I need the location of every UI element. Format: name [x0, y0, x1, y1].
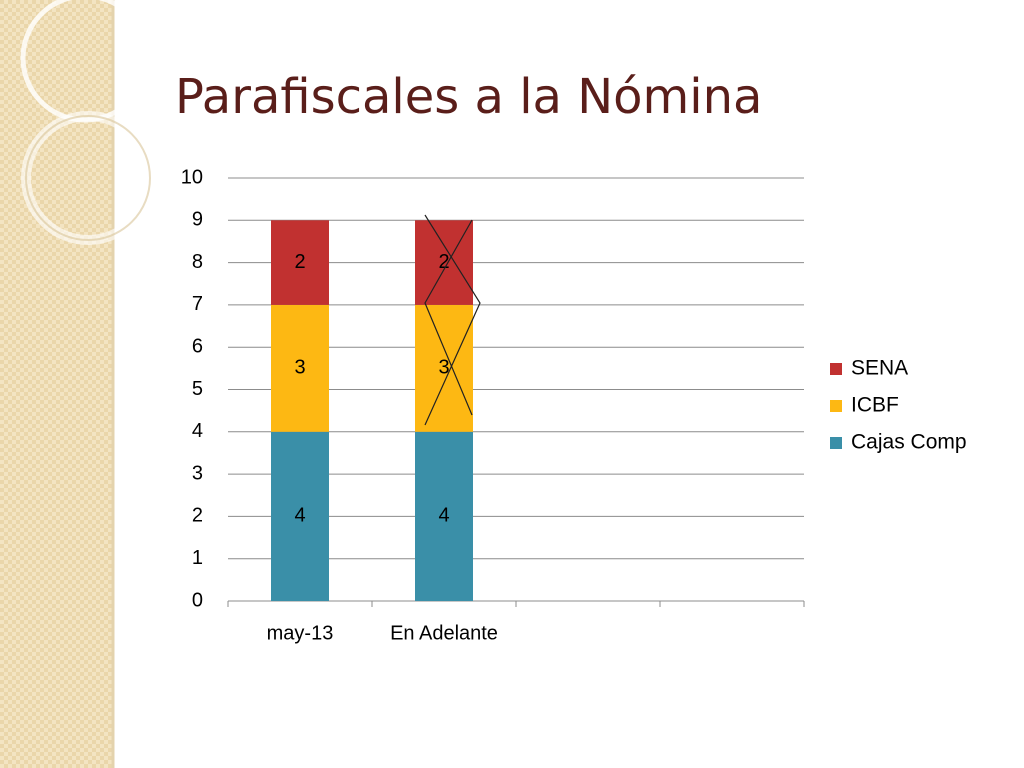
strike-line [424, 214, 481, 426]
deco-circle [25, 115, 151, 241]
y-tick-label: 6 [192, 335, 203, 357]
data-label: 3 [294, 357, 305, 379]
legend-swatch [830, 400, 842, 412]
bar-segment [271, 431, 329, 601]
data-label: 3 [438, 357, 449, 379]
y-tick-label: 5 [192, 378, 203, 400]
legend-label: ICBF [851, 394, 899, 417]
bar-segment [271, 304, 329, 432]
y-tick-label: 0 [192, 589, 203, 611]
data-label: 2 [294, 251, 305, 273]
strike-line [424, 219, 473, 416]
y-tick-label: 10 [181, 166, 203, 188]
chart-title: Parafiscales a la Nómina [175, 69, 762, 125]
y-tick-label: 3 [192, 462, 203, 484]
legend-swatch [830, 437, 842, 449]
y-tick-label: 7 [192, 293, 203, 315]
strike-marks [424, 214, 481, 426]
legend-swatch [830, 363, 842, 375]
data-label: 2 [438, 251, 449, 273]
y-tick-label: 4 [192, 420, 203, 442]
plot: 0 1 2 3 4 5 6 7 8 9 10 may-13 4 3 2 En Adelante 4 3 2 SENA I… [181, 166, 967, 644]
x-tick-label: may-13 [267, 622, 334, 644]
y-tick-label: 1 [192, 547, 203, 569]
bar-segment [271, 220, 329, 305]
data-label: 4 [294, 505, 305, 527]
y-tick-label: 8 [192, 251, 203, 273]
legend-label: Cajas Comp [851, 431, 967, 454]
y-tick-label: 9 [192, 209, 203, 231]
bar-segment [415, 431, 473, 601]
y-tick-label: 2 [192, 505, 203, 527]
x-tick-label: En Adelante [390, 622, 498, 644]
data-label: 4 [438, 505, 449, 527]
bar-segment [415, 304, 473, 432]
legend-label: SENA [851, 357, 908, 380]
